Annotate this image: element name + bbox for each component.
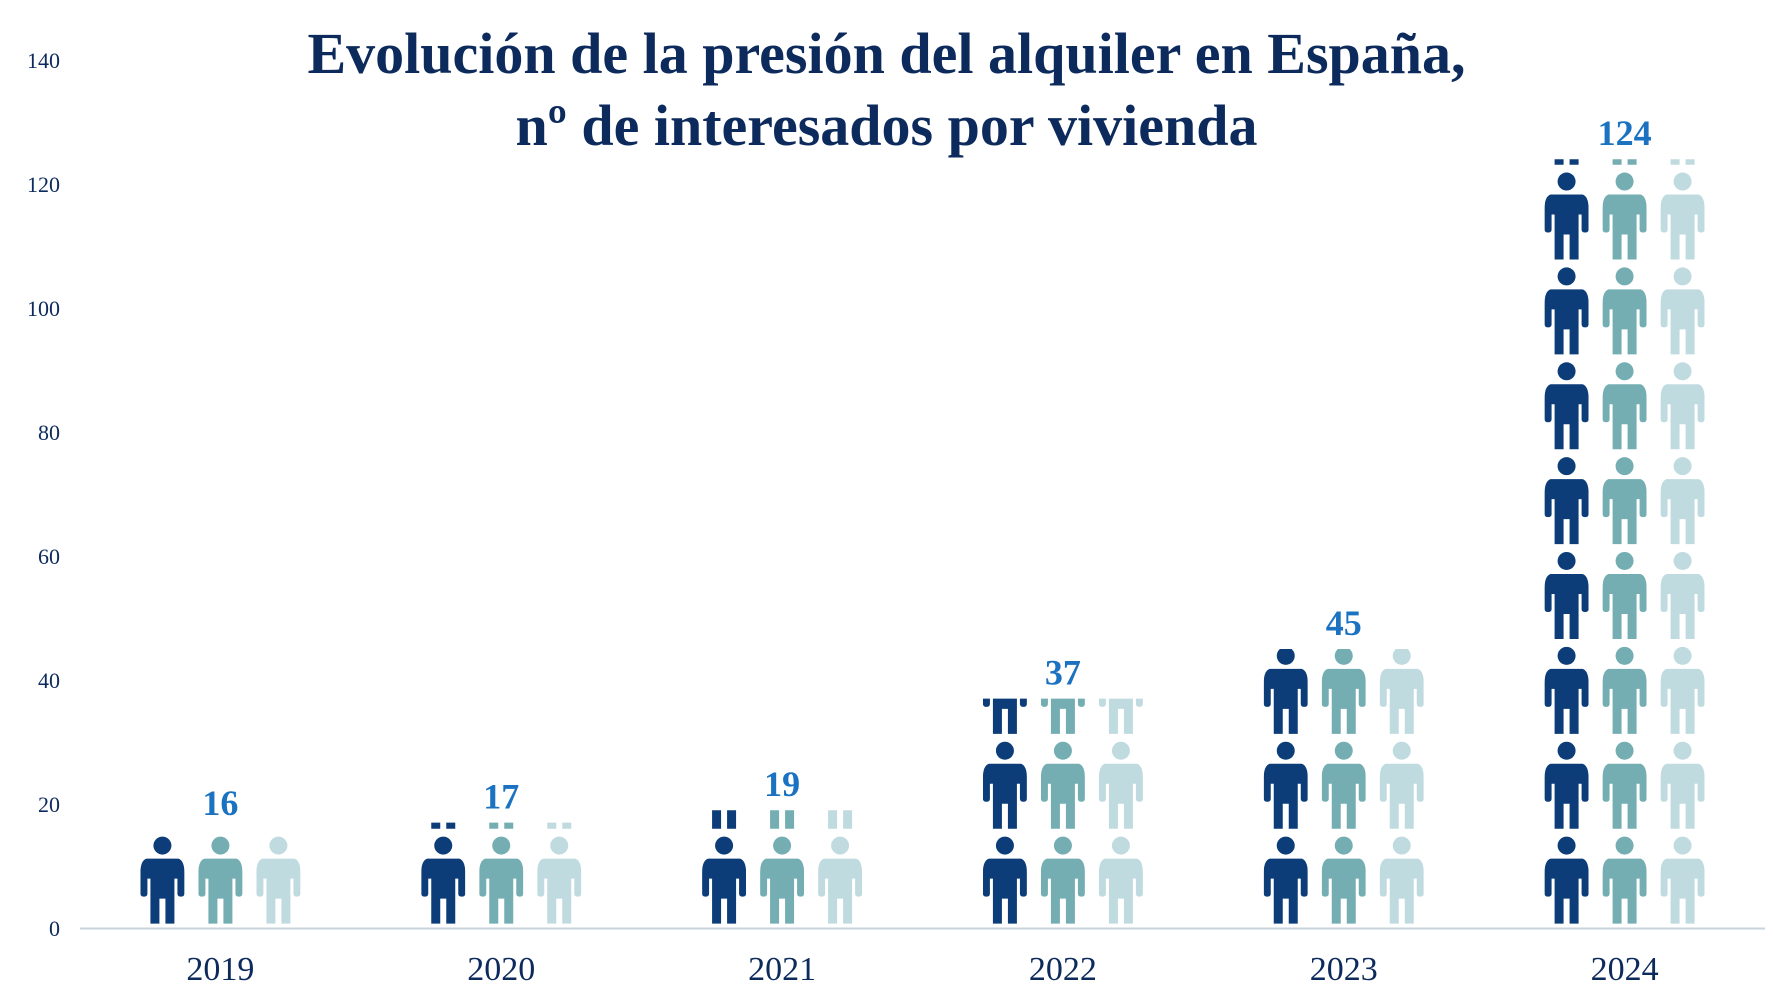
person-icon bbox=[1660, 172, 1705, 260]
person-icon bbox=[256, 742, 300, 829]
person-icon bbox=[702, 810, 747, 829]
chart-title-line2: nº de interesados por vivienda bbox=[515, 93, 1258, 158]
value-label: 45 bbox=[1326, 603, 1362, 643]
person-icon bbox=[1544, 551, 1589, 639]
bar-2022: 37 bbox=[982, 653, 1143, 924]
x-tick-label: 2020 bbox=[467, 951, 535, 988]
bar-2021: 19 bbox=[702, 764, 863, 924]
person-icon bbox=[1544, 159, 1589, 165]
y-tick-label: 20 bbox=[38, 792, 60, 817]
person-icon bbox=[256, 836, 301, 924]
person-icon bbox=[1379, 649, 1424, 734]
person-icon bbox=[198, 836, 243, 924]
y-tick-label: 40 bbox=[38, 668, 60, 693]
person-icon bbox=[1544, 457, 1589, 545]
person-icon bbox=[1602, 172, 1647, 260]
value-label: 16 bbox=[202, 783, 238, 823]
person-icon bbox=[479, 836, 524, 924]
person-icon bbox=[1602, 836, 1647, 924]
person-icon bbox=[140, 742, 184, 829]
bar-2019: 16 bbox=[140, 742, 301, 924]
bar-2020: 17 bbox=[421, 777, 582, 924]
person-icon bbox=[1544, 646, 1589, 734]
person-icon bbox=[537, 836, 582, 924]
person-icon bbox=[140, 836, 185, 924]
person-icon bbox=[1660, 159, 1705, 165]
y-tick-label: 60 bbox=[38, 544, 60, 569]
x-tick-label: 2022 bbox=[1029, 951, 1097, 988]
person-icon bbox=[1602, 457, 1647, 545]
x-axis: 2019 2020 2021 2022 2023 2024 bbox=[186, 951, 1658, 988]
person-icon bbox=[1379, 741, 1424, 829]
person-icon bbox=[1321, 741, 1366, 829]
person-icon bbox=[537, 822, 582, 829]
person-icon bbox=[1660, 836, 1705, 924]
person-icon bbox=[1602, 741, 1647, 829]
person-icon bbox=[818, 836, 863, 924]
chart-title: Evolución de la presión del alquiler en … bbox=[0, 18, 1773, 162]
person-icon bbox=[1098, 741, 1143, 829]
person-icon bbox=[1660, 741, 1705, 829]
chart-title-line1: Evolución de la presión del alquiler en … bbox=[307, 21, 1466, 86]
y-tick-label: 120 bbox=[27, 172, 60, 197]
person-icon bbox=[982, 698, 1027, 734]
person-icon bbox=[1040, 741, 1085, 829]
person-icon bbox=[1321, 836, 1366, 924]
value-label: 19 bbox=[764, 764, 800, 804]
person-icon bbox=[421, 822, 466, 829]
person-icon bbox=[1098, 836, 1143, 924]
x-tick-label: 2021 bbox=[748, 951, 816, 988]
person-icon bbox=[818, 810, 863, 829]
person-icon bbox=[1602, 362, 1647, 450]
person-icon bbox=[1602, 551, 1647, 639]
person-icon bbox=[1544, 172, 1589, 260]
bars-group: 16 17 19 37 45 124 bbox=[140, 113, 1705, 924]
bar-2023: 45 bbox=[1263, 603, 1424, 924]
y-tick-label: 100 bbox=[27, 296, 60, 321]
person-icon bbox=[1660, 267, 1705, 355]
y-tick-label: 80 bbox=[38, 420, 60, 445]
person-icon bbox=[760, 836, 805, 924]
person-icon bbox=[1660, 362, 1705, 450]
person-icon bbox=[982, 741, 1027, 829]
person-icon bbox=[1098, 698, 1143, 734]
person-icon bbox=[1602, 267, 1647, 355]
person-icon bbox=[1660, 551, 1705, 639]
person-icon bbox=[1544, 836, 1589, 924]
person-icon bbox=[1660, 457, 1705, 545]
x-tick-label: 2023 bbox=[1310, 951, 1378, 988]
bar-2024: 124 bbox=[1544, 113, 1705, 924]
person-icon bbox=[1544, 267, 1589, 355]
y-axis: 0 20 40 60 80 100 120 140 bbox=[27, 48, 60, 941]
person-icon bbox=[1602, 646, 1647, 734]
y-tick-label: 140 bbox=[27, 48, 60, 73]
person-icon bbox=[1544, 362, 1589, 450]
value-label: 17 bbox=[483, 777, 519, 817]
person-icon bbox=[1263, 836, 1308, 924]
person-icon bbox=[1263, 741, 1308, 829]
person-icon bbox=[1321, 649, 1366, 734]
person-icon bbox=[1040, 836, 1085, 924]
value-label: 37 bbox=[1045, 653, 1081, 693]
value-label: 124 bbox=[1598, 113, 1652, 153]
person-icon bbox=[421, 836, 466, 924]
x-tick-label: 2024 bbox=[1591, 951, 1659, 988]
person-icon bbox=[702, 836, 747, 924]
person-icon bbox=[982, 836, 1027, 924]
person-icon bbox=[1544, 741, 1589, 829]
x-tick-label: 2019 bbox=[186, 951, 254, 988]
person-icon bbox=[1379, 836, 1424, 924]
person-icon bbox=[1263, 649, 1308, 734]
y-tick-label: 0 bbox=[49, 916, 60, 941]
person-icon bbox=[1660, 646, 1705, 734]
